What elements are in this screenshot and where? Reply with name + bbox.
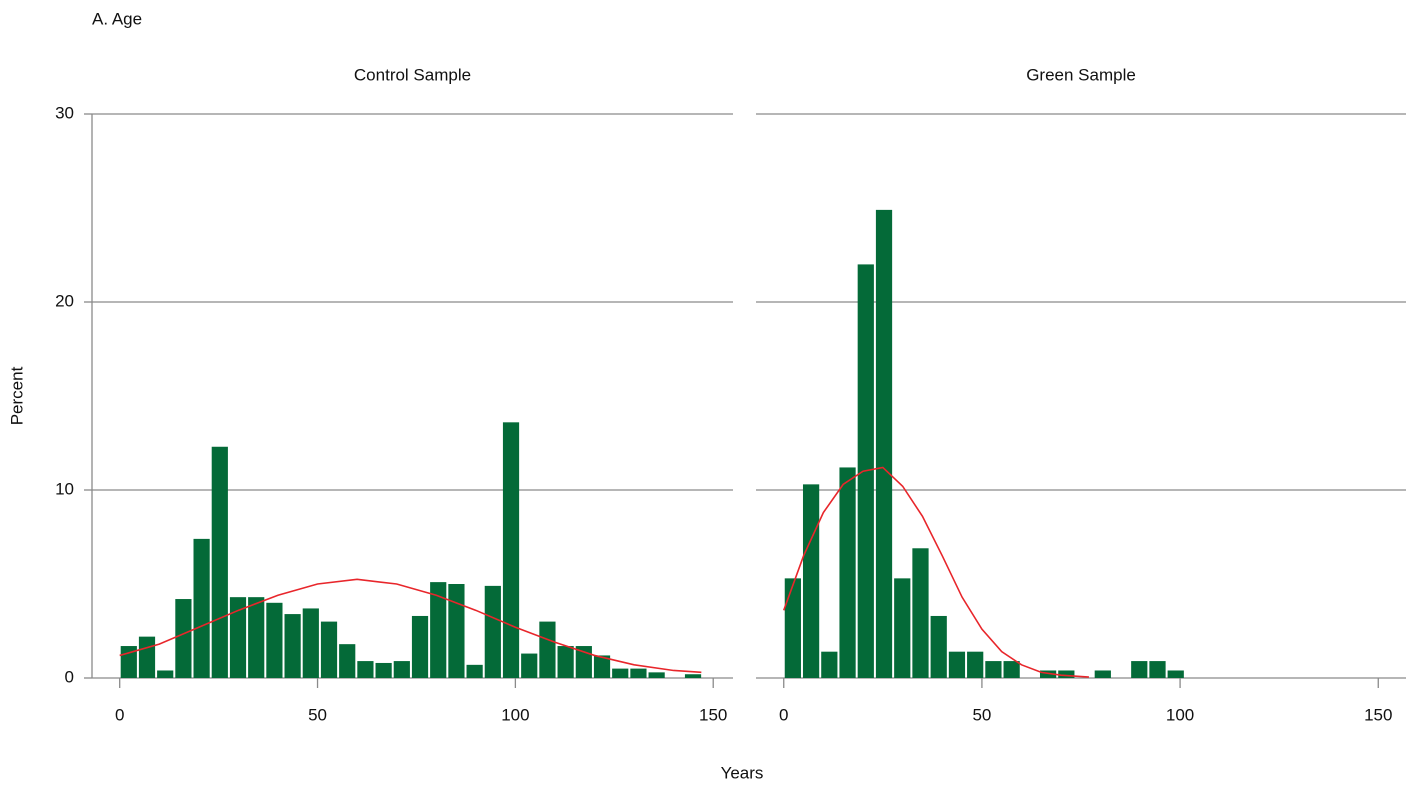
bar — [138, 636, 156, 678]
x-tick-label: 0 — [779, 705, 788, 724]
bar — [339, 644, 356, 678]
y-tick-label: 20 — [55, 291, 74, 310]
bar — [302, 608, 319, 678]
x-tick-label: 150 — [1364, 705, 1392, 724]
x-tick-label: 100 — [501, 705, 529, 724]
bar — [484, 585, 501, 678]
x-tick-label: 100 — [1166, 705, 1194, 724]
x-tick-label: 50 — [308, 705, 327, 724]
x-tick-label: 50 — [972, 705, 991, 724]
y-tick-label: 0 — [65, 667, 74, 686]
bar — [593, 655, 611, 678]
density-curve — [782, 466, 1089, 678]
bar — [912, 548, 929, 678]
bar — [539, 621, 556, 678]
bar — [266, 602, 283, 678]
bar — [430, 582, 447, 678]
bar — [967, 651, 984, 678]
bar — [985, 661, 1002, 678]
bar — [466, 664, 483, 678]
panel-title: Control Sample — [354, 65, 471, 84]
bar — [284, 614, 301, 678]
bar — [248, 597, 265, 678]
bar — [1149, 661, 1166, 678]
y-axis-label: Percent — [7, 366, 26, 425]
bar — [1131, 661, 1148, 678]
chart-title: A. Age — [92, 9, 142, 28]
bar — [1003, 661, 1020, 678]
bar — [448, 584, 465, 678]
bar — [393, 661, 410, 678]
x-tick-label: 0 — [115, 705, 124, 724]
bar — [1039, 670, 1057, 678]
bar — [320, 621, 338, 678]
bar — [648, 672, 665, 678]
bar — [557, 646, 574, 678]
panel-title: Green Sample — [1026, 65, 1136, 84]
bar — [157, 670, 174, 678]
bar — [193, 538, 210, 678]
bar — [521, 653, 538, 678]
density-curve — [119, 578, 702, 674]
bar — [1167, 670, 1184, 678]
bar — [821, 651, 838, 678]
bar — [502, 422, 520, 678]
bar — [894, 578, 911, 678]
bar — [1058, 670, 1075, 678]
bar — [930, 615, 947, 678]
bar — [1094, 670, 1111, 678]
bar — [175, 599, 192, 678]
y-tick-label: 10 — [55, 479, 74, 498]
bar — [211, 446, 228, 678]
x-tick-label: 150 — [699, 705, 727, 724]
bar — [357, 661, 374, 678]
bar — [411, 615, 429, 678]
bar — [802, 484, 820, 678]
bar — [875, 209, 893, 678]
bar — [948, 651, 966, 678]
bar — [684, 674, 702, 678]
bar — [630, 668, 647, 678]
bar — [229, 597, 247, 678]
bar — [375, 662, 392, 678]
x-axis-label: Years — [721, 763, 764, 782]
bar — [839, 467, 856, 678]
bar — [612, 668, 629, 678]
bar — [784, 578, 801, 678]
y-tick-label: 30 — [55, 103, 74, 122]
